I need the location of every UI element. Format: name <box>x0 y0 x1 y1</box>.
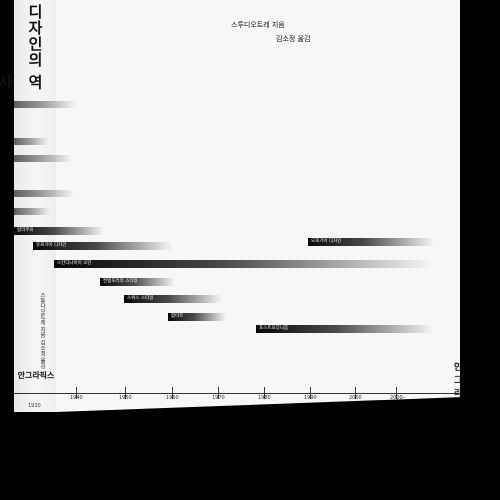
axis-tick <box>218 387 219 399</box>
timeline-bar-label: 합리주의 <box>17 228 34 233</box>
cover-author: 스투디오트레 지음 <box>231 21 285 29</box>
timeline-bar: 포스트모더니즘 <box>256 325 434 333</box>
timeline-axis <box>14 393 460 394</box>
cover-translator: 김소정 옮김 <box>276 35 311 43</box>
ghost-bar <box>14 101 76 108</box>
timeline-bar: 팝아트 <box>168 313 226 321</box>
axis-tick <box>396 387 397 399</box>
timeline-bar: 오로기어 디자인 <box>308 238 434 246</box>
timeline-bar-label: 팝아트 <box>171 314 184 319</box>
timeline-bar: 스칸디나비아 모던 <box>54 260 434 268</box>
spine-author: 스튜디오트레 지음 김소정 옮김 <box>39 292 45 369</box>
ghost-bar <box>14 190 74 197</box>
timeline-bar: 유로기어 디자인 <box>33 242 173 250</box>
timeline-bar-label: 포스트모더니즘 <box>259 326 288 331</box>
axis-tick <box>172 387 173 399</box>
axis-tick-label: 1970 <box>212 395 225 401</box>
timeline-bar: 합리주의 <box>14 227 104 235</box>
axis-tick-label: 1980 <box>258 395 271 401</box>
timeline-bar-label: 스칸디나비아 모던 <box>57 261 92 266</box>
ghost-bar <box>14 208 50 215</box>
axis-tick-label: 2000– <box>390 395 406 401</box>
axis-tick-label: 1990 <box>304 395 317 401</box>
ghost-bar <box>14 138 48 145</box>
axis-tick <box>125 387 126 399</box>
axis-tick <box>76 387 77 399</box>
axis-tick-label: 1940 <box>70 395 83 401</box>
timeline-bar: 스위스 스타일 <box>124 295 222 303</box>
timeline-bar-label: 오로기어 디자인 <box>311 239 342 244</box>
timeline-bar-label: 스위스 스타일 <box>127 296 154 301</box>
ghost-bar <box>14 155 72 162</box>
axis-tick-label: 2000 <box>349 395 362 401</box>
axis-tick <box>355 387 356 399</box>
axis-tick-label: 1960 <box>166 395 179 401</box>
book-spine <box>14 0 56 412</box>
spine-title: 디자인의 역사 <box>0 3 44 90</box>
axis-tick-label: 1950 <box>119 395 132 401</box>
timeline-bar: 컨템포러리 스타일 <box>100 278 175 286</box>
axis-tick <box>310 387 311 399</box>
timeline-bar-label: 유로기어 디자인 <box>36 243 67 248</box>
front-cover: 스투디오트레 지음 김소정 옮김 안그라픽스 <box>56 0 460 412</box>
axis-tick <box>264 387 265 399</box>
spine-year: 1930 <box>28 403 41 409</box>
spine-publisher-logo: 안그라픽스 <box>17 371 55 380</box>
timeline-bar-label: 컨템포러리 스타일 <box>103 279 138 284</box>
